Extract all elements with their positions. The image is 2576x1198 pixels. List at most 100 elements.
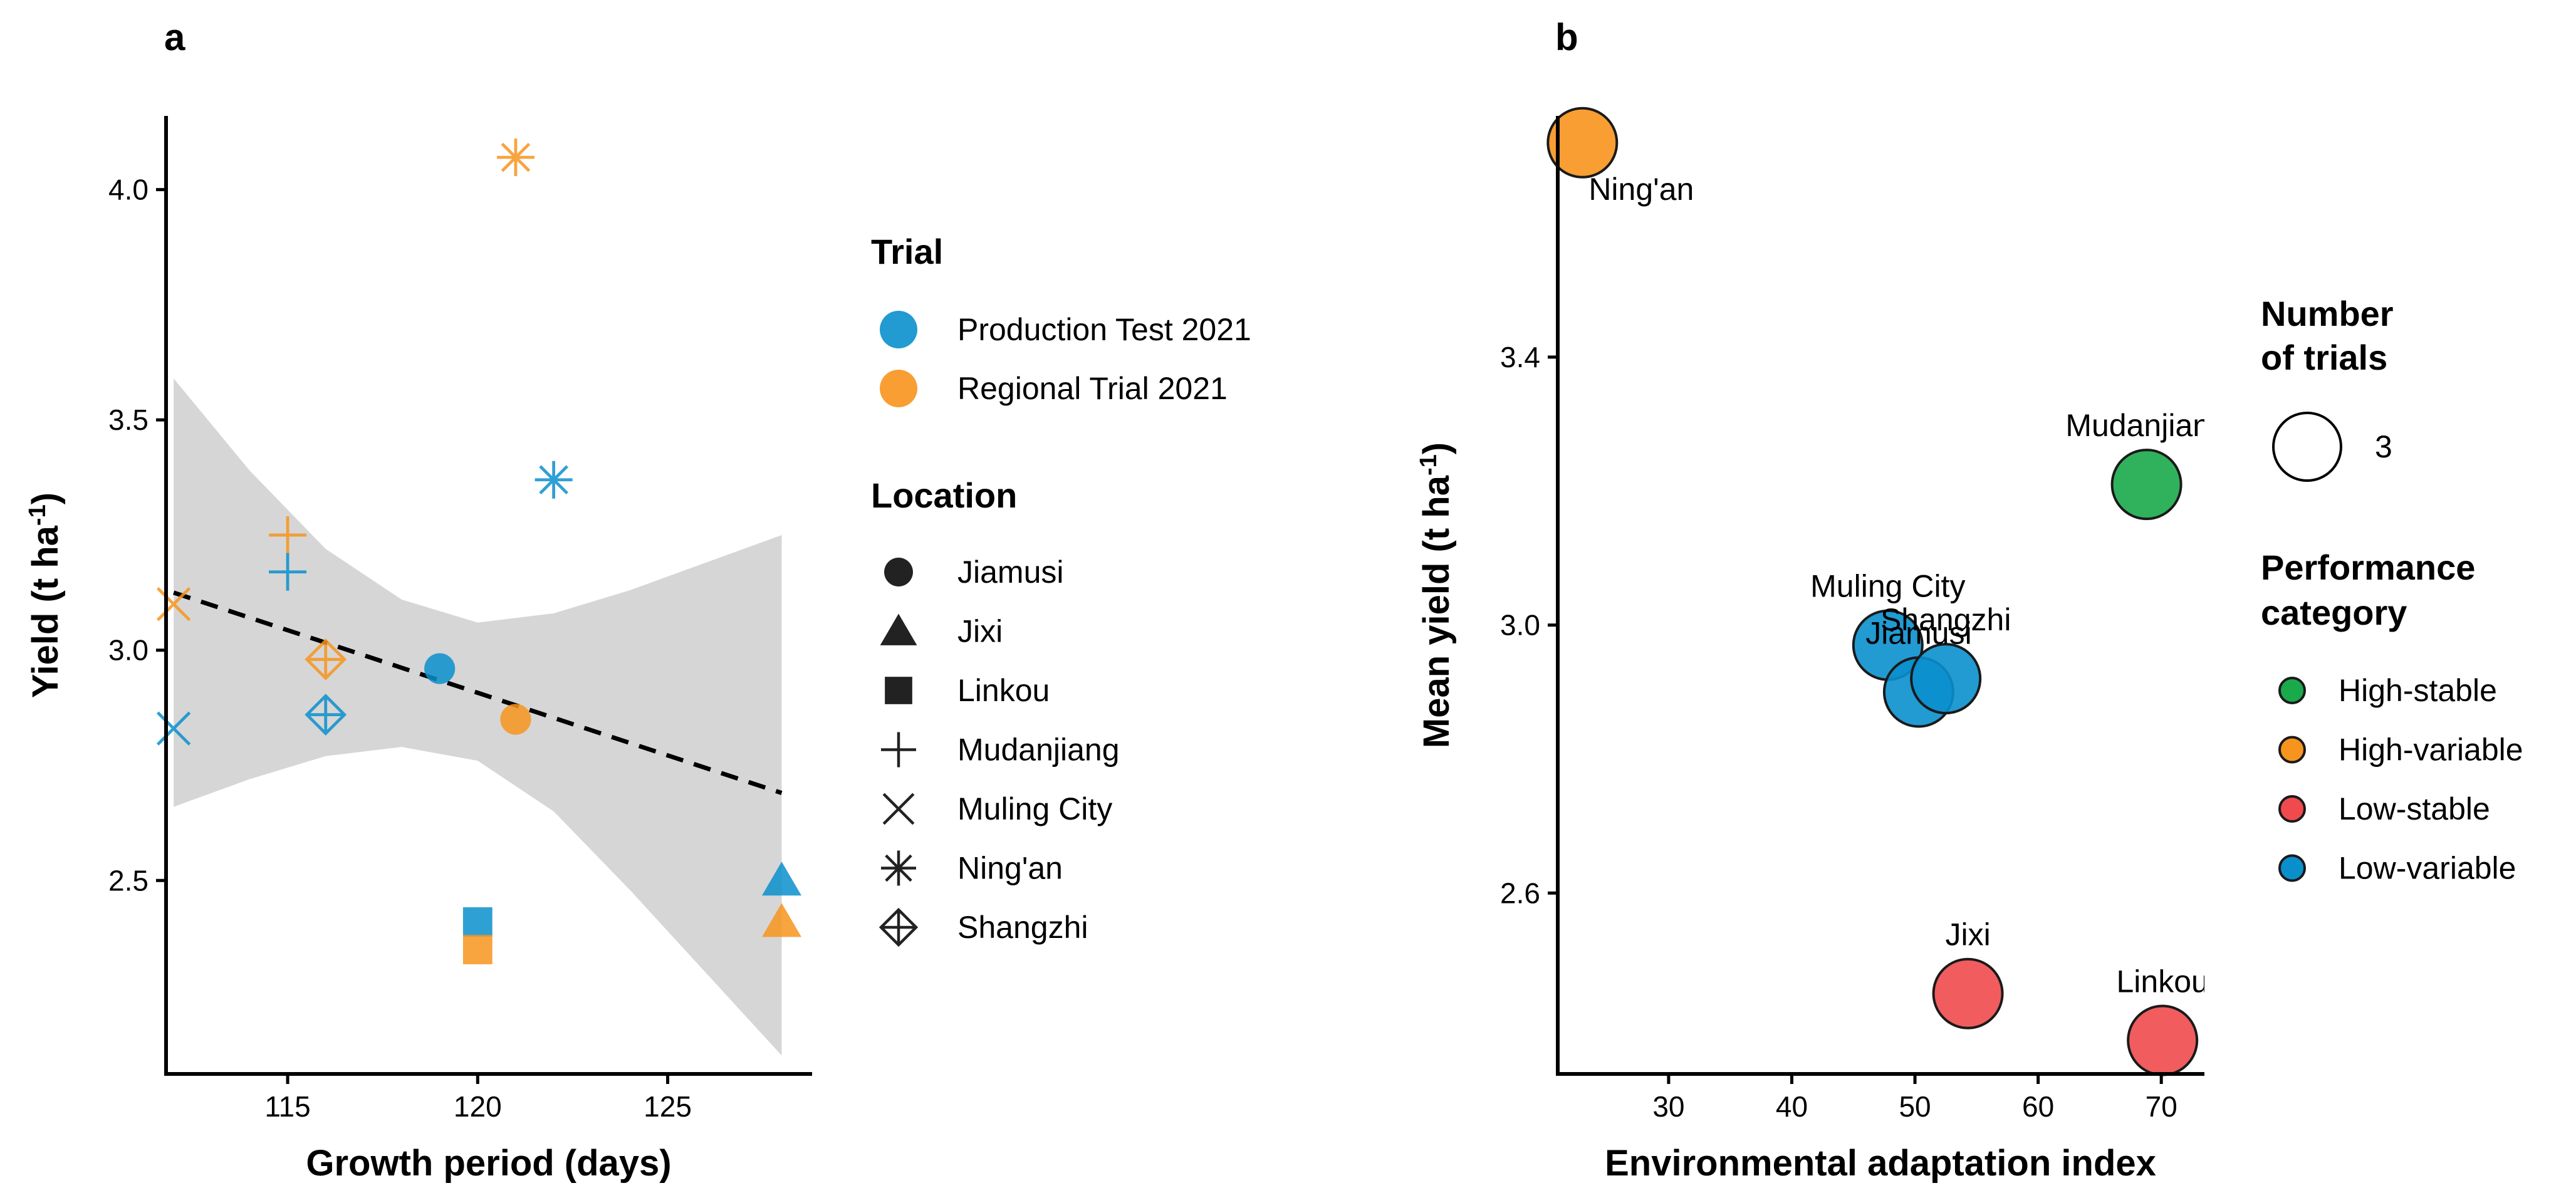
point-jixi-regional-trial-2021 [761, 903, 801, 937]
point-label-ning-an: Ning'an [1588, 172, 1694, 207]
legend-trial-label: Production Test 2021 [957, 312, 1251, 347]
point-jixi-production-test-2021 [761, 862, 801, 896]
point-label-linkou: Linkou [2116, 964, 2208, 999]
legend-location-label: Linkou [957, 673, 1050, 708]
point-jixi [1932, 957, 2004, 1029]
panel-b-x-ticks: 30 40 50 60 70 [1652, 1074, 2177, 1123]
legend-trial-title: Trial [871, 232, 943, 271]
legend-trial-label: Regional Trial 2021 [957, 371, 1228, 406]
x-tick-label: 115 [264, 1090, 310, 1123]
x-tick-label: 40 [1776, 1090, 1808, 1123]
legend-size-key [2272, 412, 2342, 482]
x-tick-label: 125 [644, 1090, 692, 1123]
panel-a-x-ticks: 115 120 125 [264, 1074, 692, 1123]
panel-b-y-axis-title: Mean yield (t ha-1) [1416, 442, 1457, 748]
point-mudanjiang-regional-trial-2021 [269, 516, 307, 554]
x-tick-label: 30 [1652, 1090, 1684, 1123]
x-tick-label: 60 [2022, 1090, 2054, 1123]
panel-a-y-title-close: ) [25, 492, 66, 504]
panel-a-points [156, 138, 801, 964]
legend-location-items: Jiamusi Jixi Linkou Mudanjiang Muling City Ni… [879, 555, 1120, 947]
y-tick-label: 2.5 [108, 864, 149, 897]
legend-location-key-mudanjiang [881, 732, 916, 768]
panel-b-x-axis-title: Environmental adaptation index [1605, 1143, 2156, 1184]
point-label-shangzhi: Shangzhi [1880, 602, 2011, 637]
legend-size-label: 3 [2375, 429, 2392, 464]
legend-category-label: High-variable [2339, 732, 2523, 768]
legend-location-label: Jiamusi [957, 555, 1063, 590]
panel-a-plot-area [156, 138, 801, 1056]
legend-location-label: Muling City [957, 791, 1112, 826]
y-tick-label: 4.0 [108, 174, 149, 206]
x-tick-label: 70 [2146, 1090, 2177, 1123]
legend-size-title-line1: Number [2261, 294, 2394, 333]
point-label-jixi: Jixi [1945, 917, 1990, 952]
confidence-ribbon [174, 378, 782, 1056]
legend-size-title-line2: of trials [2261, 338, 2387, 377]
point-linkou-production-test-2021 [462, 907, 493, 937]
legend-performance-category: Performance category High-stable High-var… [2261, 548, 2523, 886]
legend-location: Location Jiamusi Jixi Linkou Mudanjiang Muli… [871, 476, 1120, 947]
panel-a-y-title-sup: -1 [24, 504, 51, 526]
trend-line [173, 590, 783, 795]
point-jiamusi-regional-trial-2021 [500, 704, 531, 735]
point-mudanjiang-production-test-2021 [269, 553, 307, 591]
panel-a-y-axis-title: Yield (t ha-1) [24, 492, 66, 698]
y-tick-label: 3.4 [1500, 341, 1540, 373]
point-mudanjiang [2110, 449, 2182, 521]
legend-location-key-linkou [885, 677, 912, 704]
panel-a-x-axis-title: Growth period (days) [306, 1143, 671, 1184]
point-label-mudanjiang: Mudanjiang [2065, 408, 2228, 443]
point-jiamusi-production-test-2021 [424, 653, 456, 684]
point-label-muling-city: Muling City [1810, 569, 1965, 604]
legend-location-label: Shangzhi [957, 910, 1088, 945]
legend-location-key-muling-city [882, 793, 915, 825]
point-muling-city-production-test-2021 [156, 711, 191, 746]
point-shangzhi-production-test-2021 [305, 694, 347, 736]
legend-category-items: High-stable High-variable Low-stable Low-va… [2278, 673, 2523, 886]
legend-trial-key-regional-trial-2021 [880, 370, 917, 407]
y-tick-label: 3.0 [1500, 609, 1540, 642]
point-shangzhi [1910, 643, 1982, 715]
y-tick-label: 3.0 [108, 634, 149, 667]
panel-b-y-ticks: 2.6 3.0 3.4 [1500, 341, 1558, 909]
point-label-jiamusi: Jiamusi [1865, 616, 1971, 651]
legend-category-label: Low-stable [2339, 791, 2490, 826]
panel-b-y-title-sup: -1 [1416, 454, 1442, 476]
panel-a-y-title-main: Yield (t ha [25, 525, 66, 698]
point-shangzhi-regional-trial-2021 [305, 638, 347, 680]
y-tick-label: 2.6 [1500, 877, 1540, 909]
panel-a-tag: a [164, 16, 185, 58]
panel-a: a 115 120 125 2.5 3.0 3.5 4.0 Growth period (… [24, 16, 1251, 1184]
y-tick-label: 3.5 [108, 404, 149, 436]
legend-category-title-line2: category [2261, 593, 2407, 632]
legend-category-label: Low-variable [2339, 851, 2516, 886]
legend-location-key-jiamusi [884, 558, 913, 586]
legend-category-title-line1: Performance [2261, 548, 2475, 587]
point-muling-city-regional-trial-2021 [156, 587, 191, 622]
panel-b-y-title-close: ) [1416, 442, 1457, 454]
legend-number-of-trials: Number of trials 3 [2261, 294, 2394, 482]
legend-category-label: High-stable [2339, 673, 2497, 708]
legend-location-key-jixi [880, 613, 917, 645]
legend-location-key-shangzhi [879, 907, 919, 947]
legend-category-key-low-stable [2278, 795, 2306, 823]
point-ning-an-regional-trial-2021 [496, 138, 534, 177]
legend-category-key-low-variable [2278, 854, 2306, 882]
legend-location-title: Location [871, 476, 1017, 515]
legend-location-label: Jixi [957, 614, 1003, 649]
point-ning-an [1546, 107, 1619, 179]
legend-trial-key-production-test-2021 [880, 311, 917, 348]
panel-b-points: Ning'an Mudanjiang Muling City JiamusiShang… [1546, 107, 2228, 1076]
legend-trial-items: Production Test 2021 Regional Trial 2021 [880, 311, 1251, 407]
panel-b-y-title-main: Mean yield (t ha [1416, 475, 1457, 748]
x-tick-label: 120 [454, 1090, 502, 1123]
x-tick-label: 50 [1899, 1090, 1931, 1123]
panel-b: b Ning'an Mudanjiang Muling City JiamusiSha… [1416, 16, 2523, 1184]
panel-b-tag: b [1555, 16, 1578, 58]
legend-category-key-high-variable [2278, 736, 2306, 764]
legend-location-key-ning-an [881, 850, 916, 886]
legend-location-label: Ning'an [957, 851, 1063, 886]
point-ning-an-production-test-2021 [534, 461, 573, 499]
